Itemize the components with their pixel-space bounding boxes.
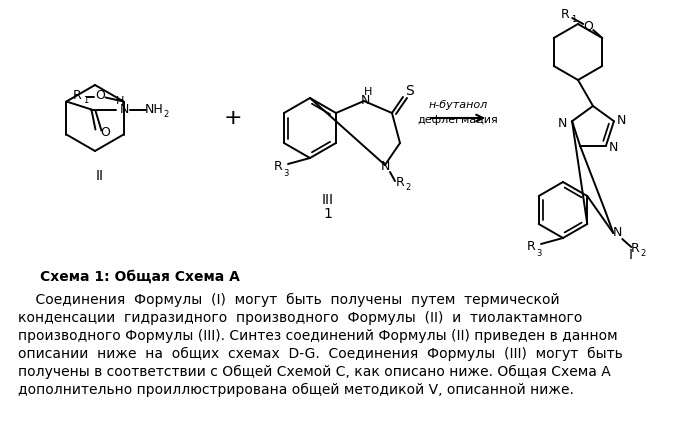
Text: N: N [617,114,626,127]
Text: R: R [73,89,82,102]
Text: получены в соответствии с Общей Схемой С, как описано ниже. Общая Схема А: получены в соответствии с Общей Схемой С… [18,365,611,379]
Text: H: H [116,96,124,107]
Text: R: R [273,160,282,174]
Text: 3: 3 [536,249,542,259]
Text: R: R [526,240,535,254]
Text: H: H [363,87,372,97]
Text: III: III [322,193,334,207]
Text: O: O [583,19,593,33]
Text: N: N [360,94,370,107]
Text: N: N [557,117,567,130]
Text: N: N [380,160,389,172]
Text: NH: NH [145,103,164,116]
Text: конденсации  гидразидного  производного  Формулы  (II)  и  тиолактамного: конденсации гидразидного производного Фо… [18,311,582,325]
Text: S: S [405,84,415,98]
Text: N: N [120,103,129,116]
Text: N: N [610,141,619,154]
Text: II: II [96,169,104,183]
Text: 1: 1 [324,207,333,221]
Text: Схема 1: Общая Схема А: Схема 1: Общая Схема А [40,270,240,284]
Text: O: O [101,126,110,139]
Text: производного Формулы (III). Синтез соединений Формулы (II) приведен в данном: производного Формулы (III). Синтез соеди… [18,329,618,343]
Text: н-бутанол: н-бутанол [428,100,488,110]
Text: R: R [631,243,640,255]
Text: описании  ниже  на  общих  схемах  D-G.  Соединения  Формулы  (III)  могут  быть: описании ниже на общих схемах D-G. Соеди… [18,347,623,361]
Text: R: R [561,8,570,20]
Text: 1: 1 [570,15,576,24]
Text: 2: 2 [640,249,646,259]
Text: 1: 1 [83,96,88,105]
Text: дополнительно проиллюстрирована общей методикой V, описанной ниже.: дополнительно проиллюстрирована общей ме… [18,383,574,397]
Text: O: O [96,89,106,102]
Text: Соединения  Формулы  (I)  могут  быть  получены  путем  термической: Соединения Формулы (I) могут быть получе… [18,293,560,307]
Text: N: N [612,225,622,239]
Text: I: I [629,248,633,262]
Text: 2: 2 [164,110,169,119]
Text: 2: 2 [405,183,410,193]
Text: 3: 3 [283,169,289,179]
Text: дефлегмация: дефлегмация [417,115,498,125]
Text: R: R [396,176,404,190]
Text: +: + [224,108,243,128]
